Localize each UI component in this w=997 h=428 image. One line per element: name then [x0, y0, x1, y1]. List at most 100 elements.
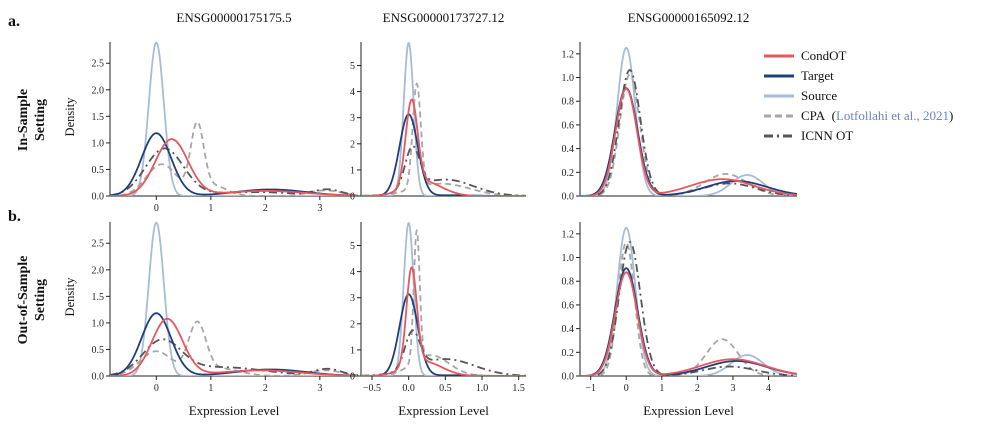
- ytick-label-b1-4: 2.0: [92, 265, 105, 276]
- legend-label-cpa-group: CPA (Lotfollahi et al., 2021): [801, 108, 953, 123]
- series-icnn-ot-b2: [361, 329, 526, 376]
- ytick-label-a3-2: 0.4: [562, 144, 575, 155]
- xtick-label-a1-2: 2: [263, 203, 268, 214]
- xlabel-b3: Expression Level: [643, 403, 734, 418]
- ytick-label-a2-0: 0: [350, 192, 355, 203]
- ytick-label-b3-4: 0.8: [562, 277, 575, 288]
- legend: CondOT Target Source CPA (Lotfollahi et …: [764, 48, 953, 143]
- ytick-label-a1-0: 0.0: [92, 192, 105, 203]
- xtick-label-b2-2: 0.5: [439, 383, 452, 394]
- ytick-label-b1-0: 0.0: [92, 372, 105, 383]
- legend-label-condot: CondOT: [801, 48, 847, 63]
- series-condot-b1: [110, 317, 358, 376]
- ytick-label-a2-5: 5: [350, 61, 355, 72]
- ytick-label-a2-4: 4: [350, 87, 355, 98]
- series-source-b1: [110, 221, 358, 376]
- xlabel-b1: Expression Level: [189, 403, 280, 418]
- series-target-a1: [110, 132, 358, 196]
- series-condot-b3: [580, 271, 797, 376]
- legend-label-target: Target: [801, 68, 834, 83]
- xtick-label-b1-1: 1: [208, 383, 213, 394]
- row-label-in-sample-line2: Setting: [33, 99, 48, 141]
- series-source-a3: [580, 46, 797, 196]
- subplot-b3: 0.0 0.2 0.4 0.6 0.8 1.0 1.2 −1 0 1 2 3 4 Expression L…: [562, 222, 797, 418]
- ytick-label-b2-1: 1: [350, 345, 355, 356]
- series-icnn-ot-b3: [580, 241, 797, 376]
- series-source-b2: [361, 222, 526, 376]
- ytick-label-b1-2: 1.0: [92, 318, 105, 329]
- xtick-label-b3-2: 1: [659, 383, 664, 394]
- row-label-out-of-sample-line2: Setting: [33, 279, 48, 321]
- xtick-label-b3-0: −1: [585, 383, 596, 394]
- legend-label-cpa: CPA: [801, 108, 826, 123]
- ytick-label-a1-4: 2.0: [92, 85, 105, 96]
- series-icnn-ot-a3: [580, 69, 797, 196]
- subplot-b1: 0.0 0.5 1.0 1.5 2.0 2.5 0 1 2 3 Expression Level: [92, 221, 358, 418]
- ytick-label-a1-1: 0.5: [92, 165, 105, 176]
- series-icnn-ot-b1: [110, 338, 358, 376]
- series-source-a2: [361, 42, 526, 196]
- row-label-in-sample: In-Sample Setting: [16, 89, 48, 151]
- series-target-b2: [361, 293, 526, 376]
- ytick-label-a3-1: 0.2: [562, 168, 575, 179]
- series-cpa-a2: [361, 82, 526, 196]
- subplot-a3: ENSG00000165092.12 0.0 0.2 0.4 0.6 0.8 1.0 1.2: [562, 10, 797, 203]
- ytick-label-b2-2: 2: [350, 319, 355, 330]
- subplot-title-a3: ENSG00000165092.12: [628, 10, 750, 25]
- series-cpa-b2: [361, 229, 526, 376]
- subplot-title-a2: ENSG00000173727.12: [383, 10, 505, 25]
- xtick-label-b3-4: 3: [730, 383, 735, 394]
- ytick-label-a3-0: 0.0: [562, 192, 575, 203]
- xtick-label-a1-0: 0: [154, 203, 159, 214]
- xtick-label-b1-0: 0: [154, 383, 159, 394]
- panel-label-a: a.: [8, 13, 20, 30]
- ytick-label-a1-5: 2.5: [92, 59, 105, 70]
- series-cpa-a1: [110, 120, 358, 196]
- xtick-label-b1-3: 3: [317, 383, 322, 394]
- legend-cpa-paren-close: ): [949, 108, 953, 123]
- ytick-label-a3-5: 1.0: [562, 73, 575, 84]
- ytick-label-b2-4: 4: [350, 267, 355, 278]
- ytick-label-a1-2: 1.0: [92, 138, 105, 149]
- xtick-label-b3-5: 4: [766, 383, 771, 394]
- xtick-label-b1-2: 2: [263, 383, 268, 394]
- ytick-label-b1-3: 1.5: [92, 292, 105, 303]
- xtick-label-a1-3: 3: [317, 203, 322, 214]
- xtick-label-b2-4: 1.5: [512, 383, 525, 394]
- ytick-label-b2-5: 5: [350, 241, 355, 252]
- series-target-a3: [580, 87, 797, 196]
- legend-cpa-citation-link[interactable]: Lotfollahi et al., 2021: [836, 108, 949, 123]
- ytick-label-a3-3: 0.6: [562, 120, 575, 131]
- curves-a1: [110, 41, 358, 196]
- row-label-out-of-sample-line1: Out-of-Sample: [16, 256, 31, 345]
- xtick-label-b2-3: 1.0: [476, 383, 489, 394]
- ylabel-bottom: Density: [63, 277, 77, 317]
- xtick-label-b2-1: 0.0: [402, 383, 415, 394]
- series-icnn-ot-a1: [110, 147, 358, 196]
- series-condot-a2: [361, 98, 526, 196]
- ytick-label-a2-2: 2: [350, 139, 355, 150]
- curves-a2: [361, 42, 526, 196]
- series-target-a2: [361, 113, 526, 196]
- row-label-in-sample-line1: In-Sample: [16, 89, 31, 151]
- ytick-label-b2-0: 0: [350, 372, 355, 383]
- curves-b1: [110, 221, 358, 376]
- legend-label-source: Source: [801, 88, 837, 103]
- ytick-label-a2-1: 1: [350, 165, 355, 176]
- ytick-label-a1-3: 1.5: [92, 112, 105, 123]
- series-condot-a1: [110, 138, 358, 196]
- subplot-b2: 0 1 2 3 4 5 −0.5 0.0 0.5 1.0 1.5 Expression Level: [350, 222, 526, 418]
- row-label-out-of-sample: Out-of-Sample Setting: [16, 256, 48, 345]
- xtick-label-a1-1: 1: [208, 203, 213, 214]
- series-condot-b2: [361, 266, 526, 376]
- series-target-b1: [110, 312, 358, 376]
- xtick-label-b2-0: −0.5: [363, 383, 381, 394]
- series-cpa-b3: [580, 241, 797, 376]
- ytick-label-b3-6: 1.2: [562, 229, 575, 240]
- ytick-label-a3-6: 1.2: [562, 49, 575, 60]
- ytick-label-b2-3: 3: [350, 293, 355, 304]
- curves-a3: [580, 46, 797, 196]
- legend-label-icnn-ot: ICNN OT: [801, 128, 853, 143]
- xtick-label-b3-3: 2: [695, 383, 700, 394]
